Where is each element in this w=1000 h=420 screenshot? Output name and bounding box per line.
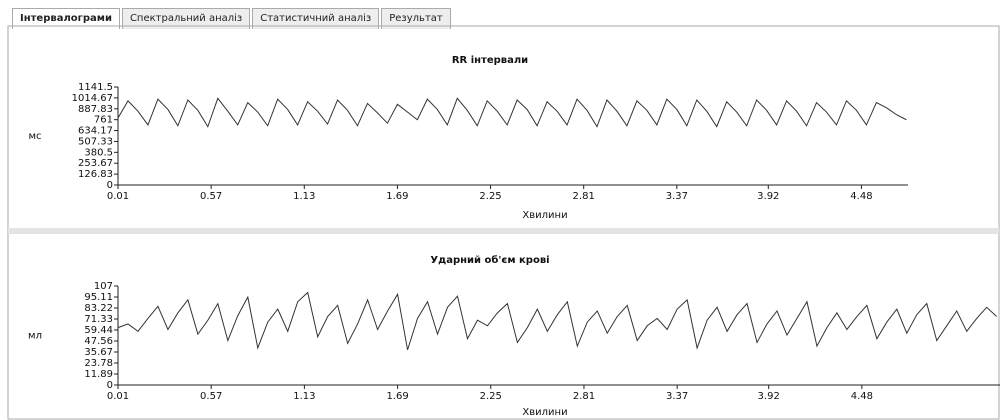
y-tick-label: 887.83 — [78, 104, 113, 115]
y-tick-label: 507.33 — [78, 136, 113, 147]
splitter[interactable] — [8, 228, 999, 234]
x-tick-label: 0.01 — [107, 191, 129, 202]
x-tick-label: 3.92 — [757, 191, 779, 202]
x-tick-label: 4.48 — [851, 391, 873, 402]
x-tick-label: 0.01 — [107, 391, 129, 402]
tab[interactable]: Спектральний аналіз — [121, 8, 251, 29]
y-tick-label: 35.67 — [84, 347, 113, 358]
x-tick-label: 1.69 — [386, 191, 408, 202]
y-tick-label: 253.67 — [78, 158, 113, 169]
x-tick-label: 4.48 — [850, 191, 872, 202]
x-tick-label: 0.57 — [200, 391, 222, 402]
y-tick-label: 83.22 — [84, 303, 113, 314]
y-tick-label: 47.56 — [84, 336, 113, 347]
y-tick-label: 71.33 — [84, 314, 113, 325]
x-tick-label: 2.25 — [480, 391, 502, 402]
y-tick-label: 380.5 — [84, 147, 113, 158]
tab[interactable]: Результат — [381, 8, 451, 29]
chart-title: Ударний об'єм крові — [430, 254, 549, 266]
y-tick-label: 23.78 — [84, 358, 113, 369]
tab[interactable]: Статистичний аналіз — [252, 8, 380, 29]
chart-title: RR інтервали — [452, 55, 528, 66]
x-tick-label: 2.25 — [479, 191, 501, 202]
data-line — [117, 97, 907, 128]
y-tick-label: 1014.67 — [72, 93, 113, 104]
y-tick-label: 761 — [94, 115, 113, 126]
x-tick-label: 2.81 — [573, 391, 595, 402]
tab-bar: Інтервалограми Спектральний аналіз Стати… — [12, 8, 453, 29]
y-tick-label: 126.83 — [78, 169, 113, 180]
x-tick-label: 1.13 — [293, 391, 315, 402]
x-tick-label: 1.69 — [386, 391, 408, 402]
y-tick-label: 1141.5 — [78, 82, 113, 93]
y-tick-label: 59.44 — [84, 325, 113, 336]
panel-border — [7, 25, 1000, 420]
x-tick-label: 3.92 — [758, 391, 780, 402]
x-tick-label: 3.37 — [666, 191, 688, 202]
x-axis-label: Хвилини — [522, 210, 567, 221]
y-tick-label: 634.17 — [78, 126, 113, 137]
y-tick-label: 0 — [107, 380, 113, 391]
tab[interactable]: Інтервалограми — [12, 8, 120, 29]
y-tick-label: 95.11 — [84, 292, 113, 303]
data-line — [117, 291, 998, 350]
y-axis-label: мл — [28, 331, 42, 342]
x-axis-label: Хвилини — [522, 407, 567, 418]
x-tick-label: 1.13 — [293, 191, 315, 202]
y-tick-label: 11.89 — [84, 369, 113, 380]
x-tick-label: 0.57 — [200, 191, 222, 202]
y-tick-label: 0 — [107, 180, 113, 191]
y-tick-label: 107 — [94, 281, 113, 292]
x-tick-label: 3.37 — [666, 391, 688, 402]
y-axis-label: мс — [28, 131, 41, 142]
x-tick-label: 2.81 — [573, 191, 595, 202]
